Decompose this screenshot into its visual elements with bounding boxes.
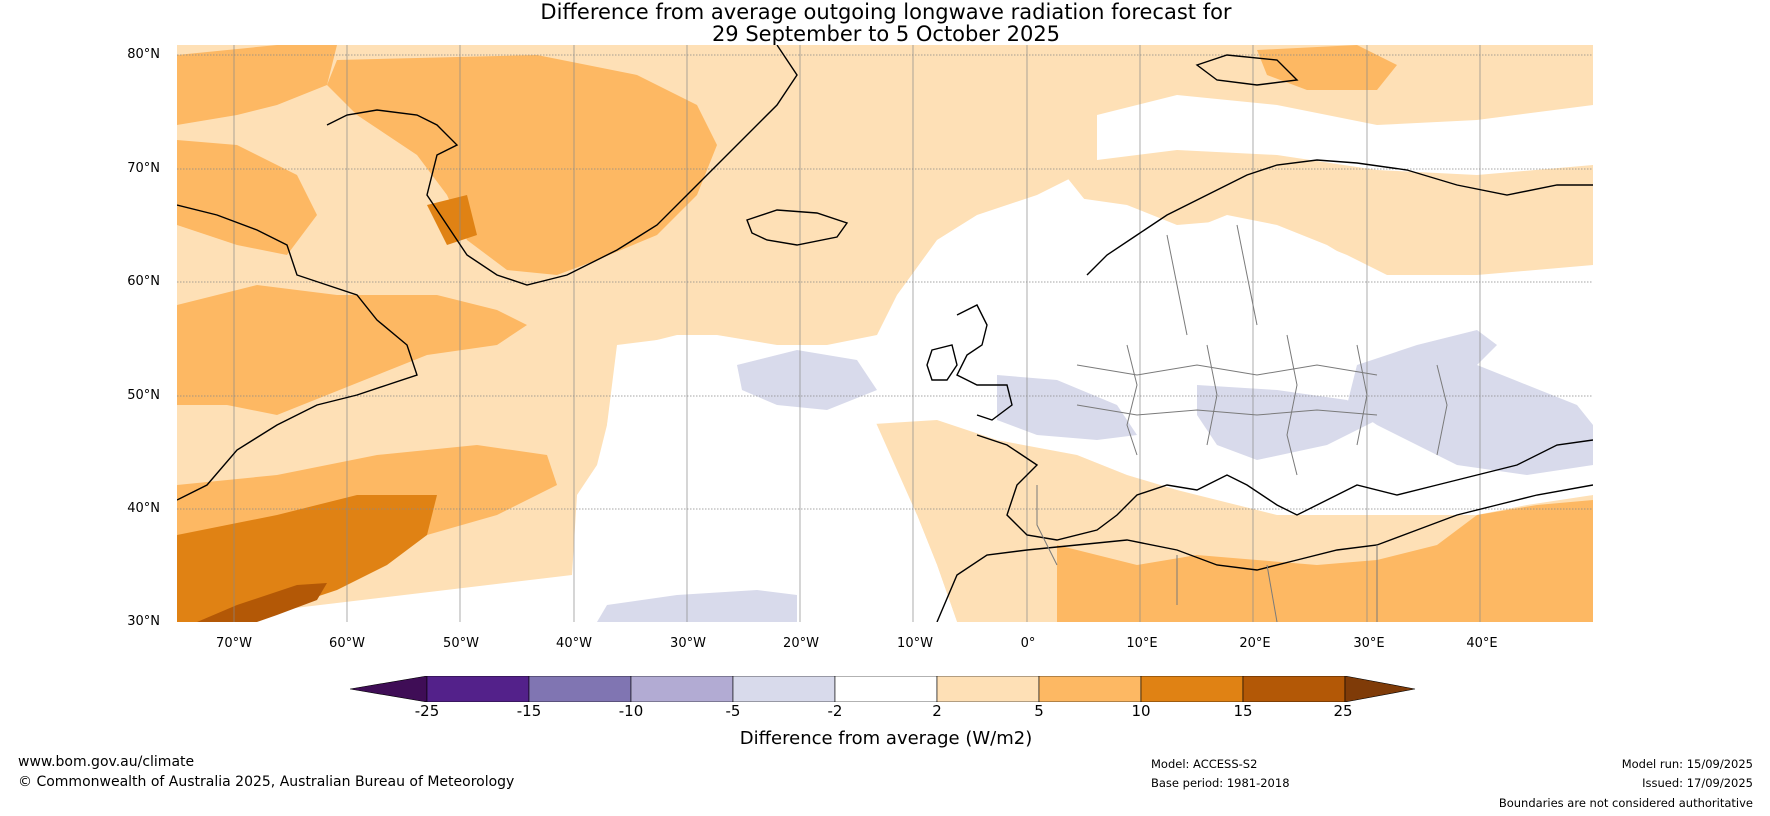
- footer-website: www.bom.gov.au/climate: [18, 754, 195, 770]
- anomaly-10-to-15-regions: [177, 195, 477, 622]
- greenland-coast: [326, 45, 798, 286]
- lat-label-40n: 40°N: [127, 501, 160, 516]
- colorbar-tick-minus2: -2: [827, 702, 843, 720]
- colorbar-tick-2: 2: [932, 702, 942, 720]
- colorbar-segment: [1038, 676, 1142, 702]
- colorbar-title: Difference from average (W/m2): [739, 728, 1033, 749]
- footer-model: Model: ACCESS-S2: [1151, 757, 1258, 771]
- colorbar-segment: [936, 676, 1040, 702]
- colorbar: [350, 676, 1416, 702]
- lon-label-30e: 30°E: [1353, 636, 1385, 651]
- footer-disclaimer: Boundaries are not considered authoritat…: [1498, 796, 1753, 810]
- scandinavia-coast: [1086, 159, 1593, 276]
- footer-base-period: Base period: 1981-2018: [1151, 776, 1290, 790]
- anomaly-15-to-25-region: [197, 583, 327, 622]
- footer-model-run: Model run: 15/09/2025: [1621, 757, 1753, 771]
- colorbar-tick-5: 5: [1034, 702, 1044, 720]
- canada-coast: [177, 204, 418, 501]
- colorbar-tick-minus25: -25: [414, 702, 440, 720]
- colorbar-segment: [1242, 676, 1346, 702]
- footer-copyright: © Commonwealth of Australia 2025, Austra…: [18, 774, 515, 790]
- europe-mainland-coast: [976, 434, 1593, 541]
- uk-coast: [956, 304, 1013, 421]
- colorbar-tick-25: 25: [1333, 702, 1353, 720]
- lon-label-10w: 10°W: [897, 636, 933, 651]
- footer-issued: Issued: 17/09/2025: [1642, 776, 1753, 790]
- lon-label-0: 0°: [1020, 636, 1036, 651]
- colorbar-segment: [426, 676, 530, 702]
- colorbar-tick-minus5: -5: [725, 702, 741, 720]
- lon-label-60w: 60°W: [329, 636, 365, 651]
- lon-label-40e: 40°E: [1466, 636, 1498, 651]
- lat-label-80n: 80°N: [127, 47, 160, 62]
- anomaly-minus-2-to-minus-5-regions: [597, 330, 1593, 622]
- lat-label-30n: 30°N: [127, 614, 160, 629]
- colorbar-segment: [630, 676, 734, 702]
- colorbar-tick-10: 10: [1131, 702, 1151, 720]
- lon-label-20w: 20°W: [783, 636, 819, 651]
- lon-label-20e: 20°E: [1239, 636, 1271, 651]
- colorbar-segment: [1140, 676, 1244, 702]
- graticule: [177, 45, 1593, 622]
- colorbar-extend-high: [1344, 676, 1416, 702]
- colorbar-extend-low: [350, 676, 428, 702]
- lon-label-70w: 70°W: [216, 636, 252, 651]
- lon-label-30w: 30°W: [670, 636, 706, 651]
- lon-label-40w: 40°W: [556, 636, 592, 651]
- svalbard-coast: [1195, 54, 1299, 86]
- colorbar-segment: [528, 676, 632, 702]
- lat-label-50n: 50°N: [127, 388, 160, 403]
- lon-label-50w: 50°W: [443, 636, 479, 651]
- ireland-coast: [926, 344, 958, 381]
- colorbar-tick-15: 15: [1233, 702, 1253, 720]
- colorbar-segment: [834, 676, 938, 702]
- lat-label-60n: 60°N: [127, 274, 160, 289]
- olr-anomaly-map: [177, 45, 1593, 622]
- neutral-atlantic: [587, 335, 957, 622]
- colorbar-tick-minus15: -15: [516, 702, 542, 720]
- chart-title-line1: Difference from average outgoing longwav…: [540, 0, 1232, 24]
- colorbar-tick-minus10: -10: [618, 702, 644, 720]
- north-africa-coast: [936, 484, 1593, 622]
- chart-title-line2: 29 September to 5 October 2025: [711, 22, 1061, 46]
- iceland-coast: [746, 209, 849, 246]
- colorbar-segment: [732, 676, 836, 702]
- coastlines: [177, 45, 1593, 622]
- country-borders: [1036, 224, 1448, 622]
- map-svg: [177, 45, 1593, 622]
- lon-label-10e: 10°E: [1126, 636, 1158, 651]
- lat-label-70n: 70°N: [127, 161, 160, 176]
